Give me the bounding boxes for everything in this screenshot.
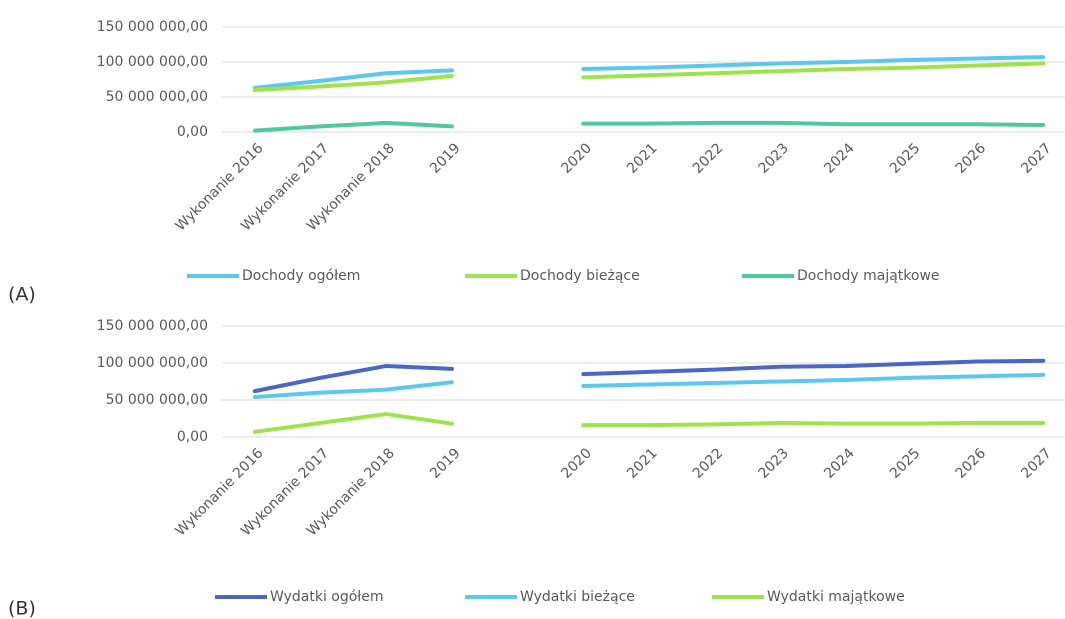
y-tick-label: 0,00 [177,429,208,445]
x-tick-label: 2023 [756,445,793,482]
x-tick-label: 2020 [558,140,595,177]
x-tick-label: 2027 [1018,445,1055,482]
x-tick-label: 2026 [953,445,990,482]
y-tick-label: 150 000 000,00 [97,19,208,35]
legend-label: Wydatki ogółem [270,589,384,605]
legend-label: Dochody majątkowe [797,268,940,284]
panel-label: (B) [8,598,36,619]
series-line [252,61,1046,92]
y-tick-label: 0,00 [177,124,208,140]
x-tick-label: 2019 [427,445,464,482]
x-tick-label: 2020 [558,445,595,482]
x-tick-label: 2021 [624,445,661,482]
series-line [252,372,1046,400]
series-line [252,55,1046,90]
x-tick-label: 2026 [953,140,990,177]
x-tick-label: 2022 [690,445,727,482]
series-line [252,120,1046,133]
y-tick-label: 100 000 000,00 [97,54,208,70]
x-tick-label: 2019 [427,140,464,177]
y-tick-label: 50 000 000,00 [106,89,208,105]
panel-label: (A) [8,284,36,306]
legend-label: Wydatki bieżące [520,589,635,605]
x-tick-label: 2027 [1018,140,1055,177]
x-tick-label: 2024 [821,140,858,177]
x-tick-label: 2021 [624,140,661,177]
y-tick-label: 100 000 000,00 [97,355,208,371]
y-tick-label: 50 000 000,00 [106,392,208,408]
x-tick-label: 2025 [887,445,924,482]
x-tick-label: 2024 [821,445,858,482]
y-tick-label: 150 000 000,00 [97,318,208,334]
series-line [252,358,1046,394]
series-line [252,412,1046,434]
legend-label: Wydatki majątkowe [767,589,905,605]
x-tick-label: 2023 [756,140,793,177]
x-tick-label: 2025 [887,140,924,177]
legend-label: Dochody bieżące [520,268,640,284]
legend-label: Dochody ogółem [242,268,360,284]
x-tick-label: 2022 [690,140,727,177]
